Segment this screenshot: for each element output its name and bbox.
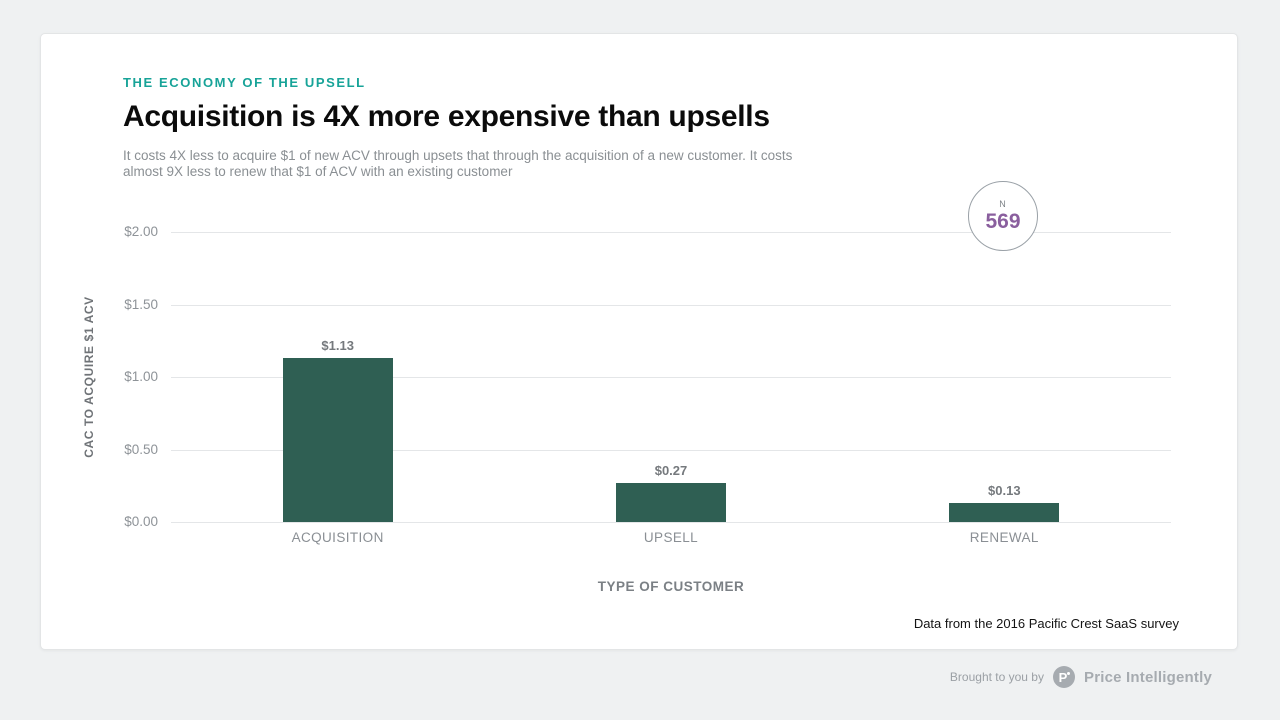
y-tick-label: $1.00 bbox=[124, 369, 158, 384]
category-label: RENEWAL bbox=[969, 530, 1039, 545]
x-axis-title: TYPE OF CUSTOMER bbox=[597, 579, 745, 594]
category-labels-row: ACQUISITION UPSELL RENEWAL bbox=[171, 530, 1171, 545]
gridline bbox=[171, 377, 1171, 378]
eyebrow-label: THE ECONOMY OF THE UPSELL bbox=[123, 75, 366, 90]
gridline bbox=[171, 304, 1171, 306]
gridline bbox=[171, 522, 1171, 523]
brought-by-label: Brought to you by bbox=[949, 670, 1044, 684]
bar bbox=[282, 358, 393, 522]
price-intelligently-logo-icon: P bbox=[1052, 666, 1075, 688]
bars-row: $1.13 $0.27 $0.13 bbox=[171, 232, 1171, 522]
sample-size-value: 569 bbox=[985, 209, 1021, 233]
bar bbox=[949, 503, 1060, 522]
sample-size-label: N bbox=[999, 198, 1007, 209]
data-source-attribution: Data from the 2016 Pacific Crest SaaS su… bbox=[913, 616, 1179, 631]
page-title: Acquisition is 4X more expensive than up… bbox=[123, 100, 770, 133]
category-label: UPSELL bbox=[643, 530, 699, 545]
plot-area: $1.13 $0.27 $0.13 $2.00 $1.50 $1.00 $0.50 $0… bbox=[124, 224, 1171, 529]
y-tick-label: $2.00 bbox=[124, 224, 158, 239]
y-tick-label: $0.50 bbox=[124, 441, 158, 457]
bar-value-label: $0.27 bbox=[654, 462, 688, 478]
bar-column: $1.13 bbox=[171, 232, 504, 522]
y-tick-label: $1.50 bbox=[124, 296, 158, 312]
brand-name: Price Intelligently bbox=[1083, 668, 1212, 686]
y-tick-label: $0.00 bbox=[124, 514, 158, 529]
bar-column: $0.13 bbox=[838, 232, 1171, 522]
chart-card: THE ECONOMY OF THE UPSELL Acquisition is… bbox=[40, 33, 1238, 650]
gridline bbox=[171, 232, 1171, 233]
bar-column: $0.27 bbox=[504, 232, 837, 522]
gridline bbox=[171, 449, 1171, 451]
subtitle: It costs 4X less to acquire $1 of new AC… bbox=[123, 148, 793, 179]
bar-value-label: $0.13 bbox=[988, 483, 1021, 499]
category-label: ACQUISITION bbox=[291, 530, 384, 545]
bar bbox=[615, 482, 726, 522]
sample-size-badge: N 569 bbox=[968, 181, 1038, 251]
footer: Brought to you by P Price Intelligently bbox=[950, 666, 1212, 688]
bar-value-label: $1.13 bbox=[321, 338, 354, 354]
